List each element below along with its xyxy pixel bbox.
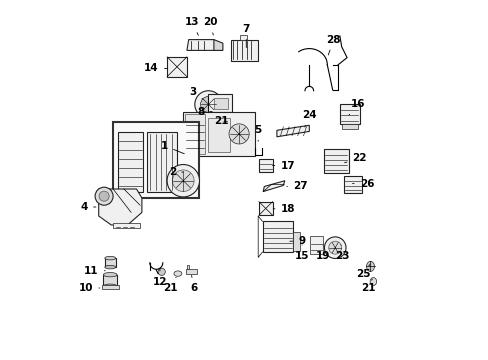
Bar [102, 285, 119, 289]
Bar [343, 176, 361, 193]
Circle shape [200, 96, 216, 112]
Bar [167, 57, 186, 77]
Bar [239, 35, 246, 40]
Text: 22: 22 [344, 153, 366, 163]
Bar [186, 269, 197, 274]
Circle shape [216, 110, 219, 113]
Bar [262, 221, 292, 252]
Ellipse shape [366, 261, 374, 271]
Circle shape [222, 110, 224, 113]
Circle shape [224, 110, 227, 113]
Text: 25: 25 [355, 265, 370, 279]
Ellipse shape [369, 278, 376, 285]
Text: 19: 19 [315, 245, 329, 261]
Text: 18: 18 [273, 204, 294, 214]
Bar [185, 114, 204, 154]
Bar [104, 258, 115, 267]
Bar [113, 223, 140, 228]
Ellipse shape [103, 284, 117, 288]
Text: 28: 28 [326, 35, 340, 55]
Bar [208, 94, 231, 112]
Circle shape [228, 124, 249, 144]
Text: 6: 6 [190, 275, 197, 293]
Bar [230, 40, 257, 61]
Text: 23: 23 [335, 245, 349, 261]
Text: 10: 10 [79, 283, 100, 293]
Circle shape [99, 191, 109, 201]
Text: 7: 7 [242, 24, 249, 48]
Polygon shape [276, 125, 309, 137]
Bar [118, 132, 142, 192]
Text: 21: 21 [213, 116, 228, 126]
Text: 17: 17 [272, 161, 294, 171]
Bar [103, 275, 117, 286]
Circle shape [158, 268, 165, 275]
Text: 4: 4 [81, 202, 96, 212]
Text: 9: 9 [289, 236, 305, 246]
Polygon shape [263, 181, 284, 192]
Text: 16: 16 [348, 99, 365, 115]
Bar [208, 118, 230, 152]
Bar [258, 202, 272, 215]
Polygon shape [213, 40, 223, 50]
Circle shape [194, 91, 222, 118]
Text: 15: 15 [294, 245, 309, 261]
Bar [183, 112, 255, 156]
Text: 5: 5 [254, 125, 261, 141]
Circle shape [219, 110, 222, 113]
Bar [186, 265, 188, 269]
Text: 24: 24 [302, 110, 316, 127]
Bar [213, 98, 228, 109]
Bar [341, 124, 357, 129]
Bar [323, 149, 348, 173]
Text: 27: 27 [286, 181, 307, 192]
Text: 21: 21 [163, 277, 178, 293]
Text: 21: 21 [360, 279, 374, 293]
Circle shape [167, 165, 199, 197]
Ellipse shape [104, 256, 115, 260]
Text: 3: 3 [189, 87, 203, 99]
Polygon shape [186, 40, 221, 50]
Bar [339, 104, 359, 124]
Ellipse shape [174, 271, 182, 276]
Ellipse shape [228, 118, 238, 125]
Ellipse shape [104, 265, 115, 269]
Bar [215, 108, 230, 115]
Text: 2: 2 [168, 167, 183, 177]
Text: 11: 11 [84, 266, 105, 276]
Text: 13: 13 [184, 17, 199, 35]
Text: 26: 26 [352, 179, 373, 189]
Ellipse shape [103, 273, 117, 277]
Circle shape [95, 187, 113, 205]
Circle shape [328, 241, 341, 254]
Bar [258, 159, 273, 172]
Bar [146, 132, 177, 192]
Circle shape [172, 170, 194, 192]
Circle shape [324, 237, 346, 258]
Bar [292, 232, 299, 251]
Text: 8: 8 [197, 107, 212, 117]
Bar [310, 236, 322, 254]
Bar [113, 122, 199, 198]
Text: 20: 20 [203, 17, 217, 35]
Text: 1: 1 [161, 141, 184, 154]
Text: 12: 12 [152, 268, 167, 287]
Polygon shape [99, 189, 142, 225]
Text: 14: 14 [144, 63, 167, 73]
